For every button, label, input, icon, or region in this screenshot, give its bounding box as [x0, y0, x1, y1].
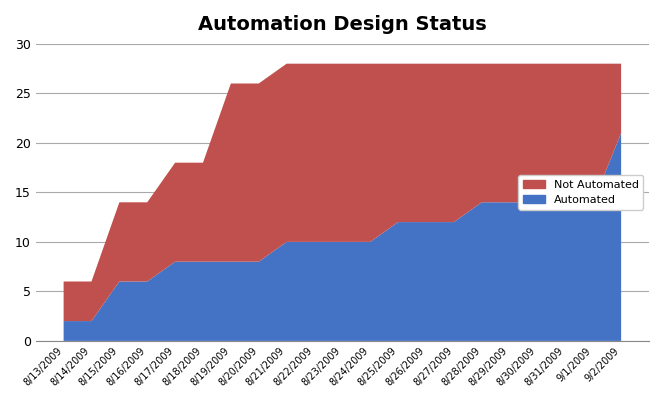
Legend: Not Automated, Automated: Not Automated, Automated — [519, 175, 643, 210]
Title: Automation Design Status: Automation Design Status — [198, 15, 487, 34]
